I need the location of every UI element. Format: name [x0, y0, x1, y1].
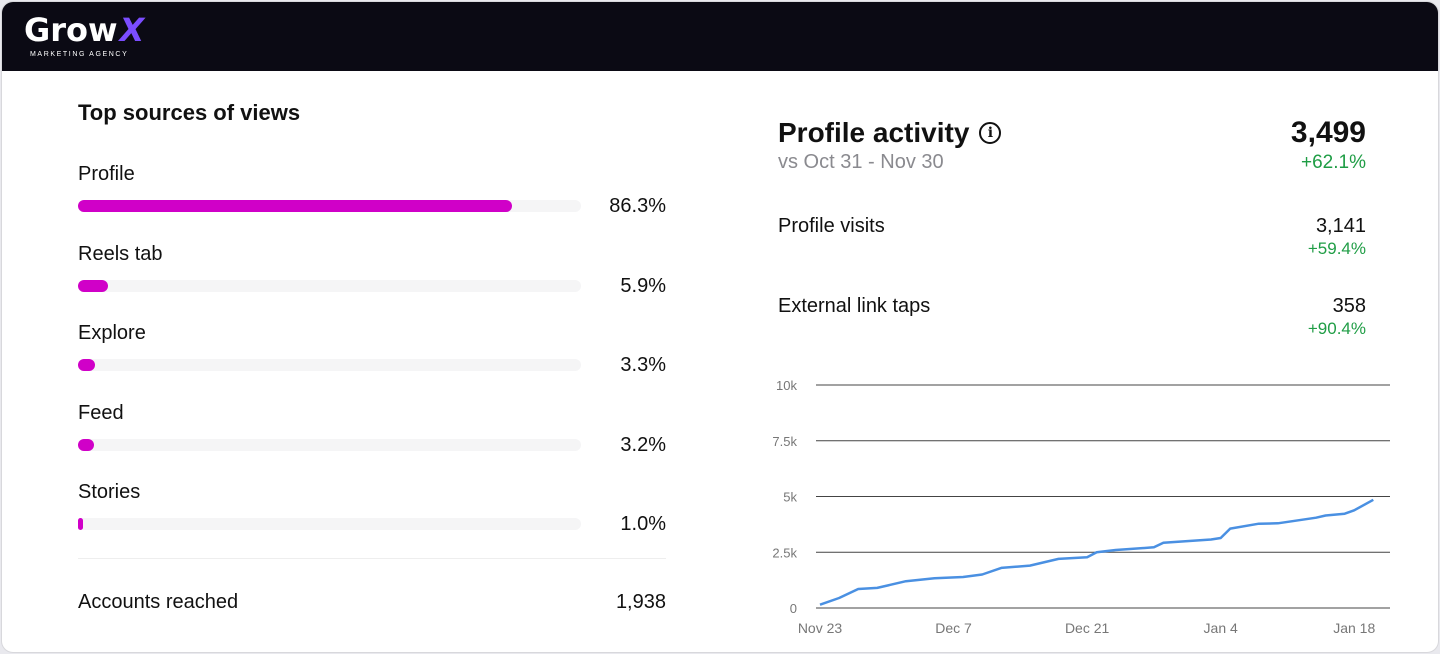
- x-tick-label: Dec 7: [935, 620, 972, 636]
- x-tick-label: Jan 18: [1333, 620, 1375, 636]
- source-label: Feed: [78, 401, 124, 424]
- source-bar-fill: [78, 438, 95, 451]
- metric-value: 3,141: [1315, 215, 1366, 237]
- metric-change: +90.4%: [1307, 319, 1366, 338]
- header-bar: GrowX MARKETING AGENCY: [2, 2, 1438, 71]
- source-label: Stories: [78, 481, 141, 503]
- profile-activity-title: Profile activity i: [778, 116, 1366, 150]
- y-tick-label: 7.5k: [772, 434, 797, 449]
- metric-value: 358: [1332, 295, 1366, 317]
- source-label: Reels tab: [78, 242, 163, 265]
- top-sources-panel: Top sources of views Profile 86.3% Reels …: [78, 100, 666, 620]
- source-row: Reels tab 5.9%: [78, 180, 666, 297]
- logo-word: Grow: [24, 11, 118, 49]
- sources-list: Profile 86.3% Reels tab 5.9% Explore 3.3% F…: [78, 100, 666, 535]
- y-tick-label: 5k: [783, 490, 797, 505]
- metric-change: +59.4%: [1307, 239, 1366, 258]
- info-circle-icon[interactable]: i: [979, 122, 1002, 144]
- source-bar-fill: [78, 518, 84, 530]
- source-bar-track: [78, 200, 581, 212]
- logo-x-mark: X: [119, 11, 145, 49]
- source-label: Explore: [78, 322, 146, 344]
- source-row: Profile 86.3%: [78, 100, 666, 217]
- source-percent: 86.3%: [609, 195, 666, 217]
- source-row: Feed 3.2%: [78, 339, 666, 456]
- series-line: [819, 498, 1374, 606]
- accounts-reached-value: 1,938: [615, 591, 666, 613]
- x-tick-label: Dec 21: [1065, 620, 1110, 636]
- accounts-reached-label: Accounts reached: [78, 591, 239, 613]
- logo-tagline: MARKETING AGENCY: [30, 51, 129, 58]
- y-tick-label: 2.5k: [772, 545, 797, 560]
- x-tick-label: Nov 23: [798, 620, 843, 636]
- source-row: Explore 3.3%: [78, 259, 666, 376]
- source-percent: 3.2%: [620, 433, 666, 456]
- source-percent: 5.9%: [620, 274, 666, 297]
- brand-logo: GrowX MARKETING AGENCY: [24, 12, 144, 59]
- source-bar-track: [78, 518, 581, 530]
- metric-label: Profile visits: [778, 215, 885, 237]
- source-percent: 1.0%: [620, 513, 666, 535]
- source-label: Profile: [78, 163, 135, 185]
- source-bar-track: [78, 359, 581, 371]
- source-bar-fill: [78, 279, 108, 292]
- source-bar-track: [78, 438, 581, 451]
- comparison-period: vs Oct 31 - Nov 30: [778, 151, 944, 173]
- activity-total-change: +62.1%: [1301, 152, 1366, 173]
- divider: [78, 558, 666, 559]
- y-tick-label: 0: [790, 601, 797, 616]
- source-bar-track: [78, 279, 581, 292]
- source-row: Stories 1.0%: [78, 418, 666, 535]
- profile-activity-panel: Profile activity i vs Oct 31 - Nov 30 3,…: [778, 116, 1366, 338]
- activity-total: 3,499: [1290, 116, 1366, 149]
- section-title: Top sources of views: [78, 100, 301, 125]
- source-percent: 3.3%: [620, 354, 666, 376]
- x-tick-label: Jan 4: [1204, 620, 1238, 636]
- source-bar-fill: [78, 200, 513, 212]
- metric-label: External link taps: [778, 295, 931, 317]
- source-bar-fill: [78, 359, 95, 371]
- title-text: Profile activity: [778, 117, 970, 148]
- y-tick-label: 10k: [776, 378, 797, 393]
